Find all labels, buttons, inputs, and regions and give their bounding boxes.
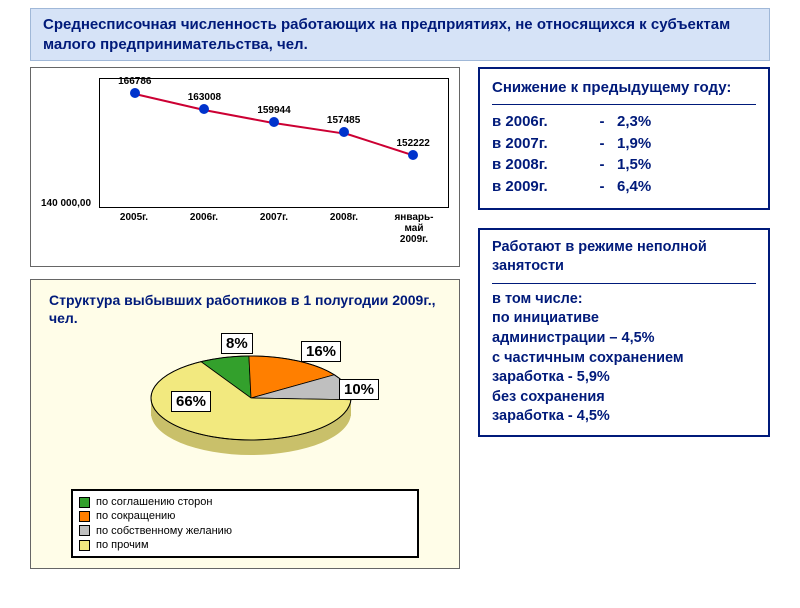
decrease-row: в 2006г.-2,3% bbox=[492, 111, 756, 133]
legend-label: по собственному желанию bbox=[96, 524, 232, 538]
xaxis-tick: 2007г. bbox=[239, 208, 309, 245]
decrease-row: в 2009г.-6,4% bbox=[492, 176, 756, 198]
line-chart-plot: 166786 163008 159944 157485 152222 bbox=[99, 78, 449, 208]
decrease-year: в 2008г. bbox=[492, 154, 587, 176]
legend-item: по соглашению сторон bbox=[79, 495, 411, 509]
legend-label: по соглашению сторон bbox=[96, 495, 213, 509]
legend-swatch bbox=[79, 511, 90, 522]
parttime-line: заработка - 5,9% bbox=[492, 368, 756, 388]
data-label: 163008 bbox=[188, 92, 221, 103]
data-label: 166786 bbox=[118, 76, 151, 87]
pie-pct-2: 10% bbox=[339, 379, 379, 400]
page-title: Среднесписочная численность работающих н… bbox=[30, 8, 770, 61]
data-label: 152222 bbox=[397, 138, 430, 149]
xaxis-ticks: 2005г.2006г.2007г.2008г.январь- май 2009… bbox=[99, 208, 449, 245]
decrease-value: 1,9% bbox=[617, 133, 651, 155]
decrease-value: 6,4% bbox=[617, 176, 651, 198]
pie-chart-panel: Структура выбывших работников в 1 полуго… bbox=[30, 279, 460, 569]
parttime-box: Работают в режиме неполной занятости в т… bbox=[478, 228, 770, 437]
xaxis-tick: 2006г. bbox=[169, 208, 239, 245]
decrease-row: в 2007г.-1,9% bbox=[492, 133, 756, 155]
legend-label: по сокращению bbox=[96, 509, 175, 523]
xaxis-tick: 2008г. bbox=[309, 208, 379, 245]
pie-pct-0: 8% bbox=[221, 333, 253, 354]
data-point bbox=[199, 104, 209, 114]
decrease-year: в 2006г. bbox=[492, 111, 587, 133]
decrease-year: в 2009г. bbox=[492, 176, 587, 198]
dash: - bbox=[587, 111, 617, 133]
data-label: 159944 bbox=[257, 105, 290, 116]
pie-pct-1: 16% bbox=[301, 341, 341, 362]
dash: - bbox=[587, 154, 617, 176]
parttime-line: по инициативе bbox=[492, 309, 756, 329]
parttime-line: без сохранения bbox=[492, 388, 756, 408]
legend-item: по собственному желанию bbox=[79, 524, 411, 538]
decrease-heading: Снижение к предыдущему году: bbox=[492, 79, 756, 98]
data-point bbox=[269, 117, 279, 127]
xaxis-tick: январь- май 2009г. bbox=[379, 208, 449, 245]
parttime-line: с частичным сохранением bbox=[492, 349, 756, 369]
dash: - bbox=[587, 133, 617, 155]
decrease-row: в 2008г.-1,5% bbox=[492, 154, 756, 176]
legend-label: по прочим bbox=[96, 538, 149, 552]
legend-item: по сокращению bbox=[79, 509, 411, 523]
pie-pct-3: 66% bbox=[171, 391, 211, 412]
data-point bbox=[130, 88, 140, 98]
data-point bbox=[339, 127, 349, 137]
yaxis-tick: 140 000,00 bbox=[41, 198, 91, 209]
decrease-box: Снижение к предыдущему году: в 2006г.-2,… bbox=[478, 67, 770, 210]
parttime-line: администрации – 4,5% bbox=[492, 329, 756, 349]
decrease-year: в 2007г. bbox=[492, 133, 587, 155]
data-point bbox=[408, 150, 418, 160]
decrease-value: 2,3% bbox=[617, 111, 651, 133]
parttime-line: заработка - 4,5% bbox=[492, 407, 756, 427]
legend-swatch bbox=[79, 525, 90, 536]
pie-legend: по соглашению сторонпо сокращениюпо собс… bbox=[71, 489, 419, 558]
pie-title: Структура выбывших работников в 1 полуго… bbox=[41, 290, 449, 333]
line-chart-panel: 140 000,00 166786 163008 159944 157485 15222… bbox=[30, 67, 460, 267]
dash: - bbox=[587, 176, 617, 198]
legend-swatch bbox=[79, 497, 90, 508]
parttime-heading: Работают в режиме неполной занятости bbox=[492, 238, 756, 277]
xaxis-tick: 2005г. bbox=[99, 208, 169, 245]
data-label: 157485 bbox=[327, 115, 360, 126]
parttime-line: в том числе: bbox=[492, 290, 756, 310]
page-title-text: Среднесписочная численность работающих н… bbox=[43, 16, 730, 53]
legend-swatch bbox=[79, 540, 90, 551]
decrease-value: 1,5% bbox=[617, 154, 651, 176]
pie-plot: 8% 16% 10% 66% bbox=[41, 333, 449, 483]
legend-item: по прочим bbox=[79, 538, 411, 552]
